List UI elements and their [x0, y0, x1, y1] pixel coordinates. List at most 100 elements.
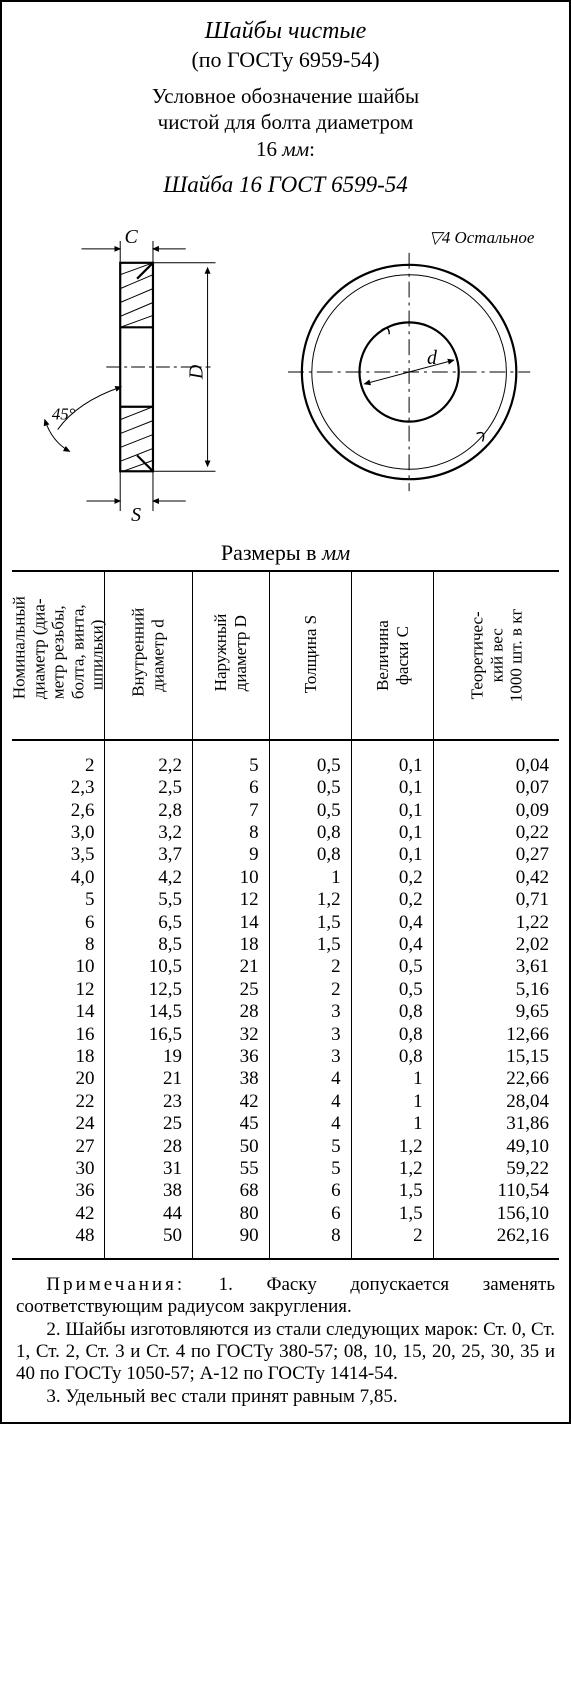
table-cell: 0,27 — [433, 844, 559, 866]
table-cell: 4 — [269, 1113, 351, 1135]
table-row: 2021384122,66 — [12, 1068, 559, 1090]
table-cell: 0,5 — [351, 956, 433, 978]
table-cell: 48 — [12, 1225, 105, 1258]
dim-label-C: C — [125, 226, 139, 248]
table-cell: 21 — [105, 1068, 193, 1090]
table-cell: 262,16 — [433, 1225, 559, 1258]
page-frame: Шайбы чистые (по ГОСТу 6959-54) Условное… — [0, 0, 571, 1424]
table-cell: 6 — [269, 1203, 351, 1225]
table-cell: 14 — [193, 912, 270, 934]
table-cell: 8 — [12, 934, 105, 956]
table-cell: 3,5 — [12, 844, 105, 866]
table-row: 30315551,259,22 — [12, 1158, 559, 1180]
table-cell: 21 — [193, 956, 270, 978]
table-cell: 28 — [193, 1001, 270, 1023]
table-cell: 1,22 — [433, 912, 559, 934]
table-cell: 2 — [269, 979, 351, 1001]
table-cell: 28 — [105, 1136, 193, 1158]
table-cell: 4,0 — [12, 867, 105, 889]
table-cell: 12,66 — [433, 1024, 559, 1046]
table-cell: 0,8 — [351, 1001, 433, 1023]
table-cell: 9,65 — [433, 1001, 559, 1023]
table-cell: 0,09 — [433, 800, 559, 822]
table-cell: 8 — [269, 1225, 351, 1258]
designation-diam: 16 — [256, 137, 277, 161]
table-cell: 50 — [105, 1225, 193, 1258]
designation-unit: мм — [282, 137, 309, 161]
table-cell: 5,5 — [105, 889, 193, 911]
table-cell: 31,86 — [433, 1113, 559, 1135]
table-row: 4,04,21010,20,42 — [12, 867, 559, 889]
table-cell: 0,1 — [351, 777, 433, 799]
table-cell: 12,5 — [105, 979, 193, 1001]
table-cell: 44 — [105, 1203, 193, 1225]
table-row: 66,5141,50,41,22 — [12, 912, 559, 934]
table-cell: 32 — [193, 1024, 270, 1046]
caption-prefix: Размеры в — [221, 540, 322, 565]
table-row: 2,32,560,50,10,07 — [12, 777, 559, 799]
table-cell: 10,5 — [105, 956, 193, 978]
table-cell: 0,2 — [351, 867, 433, 889]
dim-label-D: D — [186, 364, 208, 380]
table-cell: 38 — [193, 1068, 270, 1090]
table-cell: 1 — [351, 1068, 433, 1090]
designation-text: Условное обозначение шайбы чистой для бо… — [28, 83, 543, 162]
table-cell: 1,2 — [269, 889, 351, 911]
front-view: d — [288, 253, 530, 491]
table-caption: Размеры в мм — [12, 540, 559, 566]
angle-label: 45° — [52, 404, 76, 423]
table-cell: 28,04 — [433, 1091, 559, 1113]
table-cell: 5 — [193, 740, 270, 777]
table-cell: 10 — [12, 956, 105, 978]
table-row: 48509082262,16 — [12, 1225, 559, 1258]
table-cell: 2 — [12, 740, 105, 777]
table-cell: 0,2 — [351, 889, 433, 911]
table-cell: 22 — [12, 1091, 105, 1113]
table-cell: 55 — [193, 1158, 270, 1180]
table-cell: 0,8 — [269, 822, 351, 844]
table-row: 55,5121,20,20,71 — [12, 889, 559, 911]
table-cell: 0,04 — [433, 740, 559, 777]
table-cell: 7 — [193, 800, 270, 822]
table-cell: 5 — [269, 1158, 351, 1180]
table-row: 2223424128,04 — [12, 1091, 559, 1113]
table-cell: 36 — [12, 1180, 105, 1202]
table-cell: 22,66 — [433, 1068, 559, 1090]
gost-subtitle: (по ГОСТу 6959-54) — [12, 47, 559, 73]
table-cell: 2 — [269, 956, 351, 978]
table-cell: 5 — [12, 889, 105, 911]
table-cell: 90 — [193, 1225, 270, 1258]
table-row: 18193630,815,15 — [12, 1046, 559, 1068]
table-cell: 5 — [269, 1136, 351, 1158]
table-cell: 0,8 — [351, 1024, 433, 1046]
col-header: Величинафаски C — [351, 571, 433, 740]
note-3: 3. Удельный вес стали принят равным 7,85… — [16, 1386, 555, 1408]
table-cell: 3 — [269, 1001, 351, 1023]
table-cell: 16,5 — [105, 1024, 193, 1046]
table-cell: 0,8 — [269, 844, 351, 866]
table-cell: 16 — [12, 1024, 105, 1046]
table-cell: 30 — [12, 1158, 105, 1180]
table-cell: 80 — [193, 1203, 270, 1225]
table-row: 1212,52520,55,16 — [12, 979, 559, 1001]
table-cell: 2,6 — [12, 800, 105, 822]
table-cell: 0,1 — [351, 844, 433, 866]
col-header: Внутреннийдиаметр d — [105, 571, 193, 740]
table-row: 3,03,280,80,10,22 — [12, 822, 559, 844]
table-cell: 36 — [193, 1046, 270, 1068]
table-cell: 2,2 — [105, 740, 193, 777]
notes-block: Примечания: 1. Фаску допускается заменят… — [16, 1274, 555, 1408]
table-cell: 0,1 — [351, 800, 433, 822]
table-cell: 18 — [12, 1046, 105, 1068]
col-header: Толщина S — [269, 571, 351, 740]
table-cell: 2,5 — [105, 777, 193, 799]
table-cell: 42 — [12, 1203, 105, 1225]
table-cell: 4 — [269, 1068, 351, 1090]
table-cell: 0,71 — [433, 889, 559, 911]
dimensions-table: Номинальныйдиаметр (диа-метр резьбы,болт… — [12, 570, 559, 1260]
table-cell: 0,5 — [269, 800, 351, 822]
table-cell: 0,1 — [351, 740, 433, 777]
table-cell: 14 — [12, 1001, 105, 1023]
caption-unit: мм — [322, 540, 350, 565]
table-cell: 12 — [12, 979, 105, 1001]
